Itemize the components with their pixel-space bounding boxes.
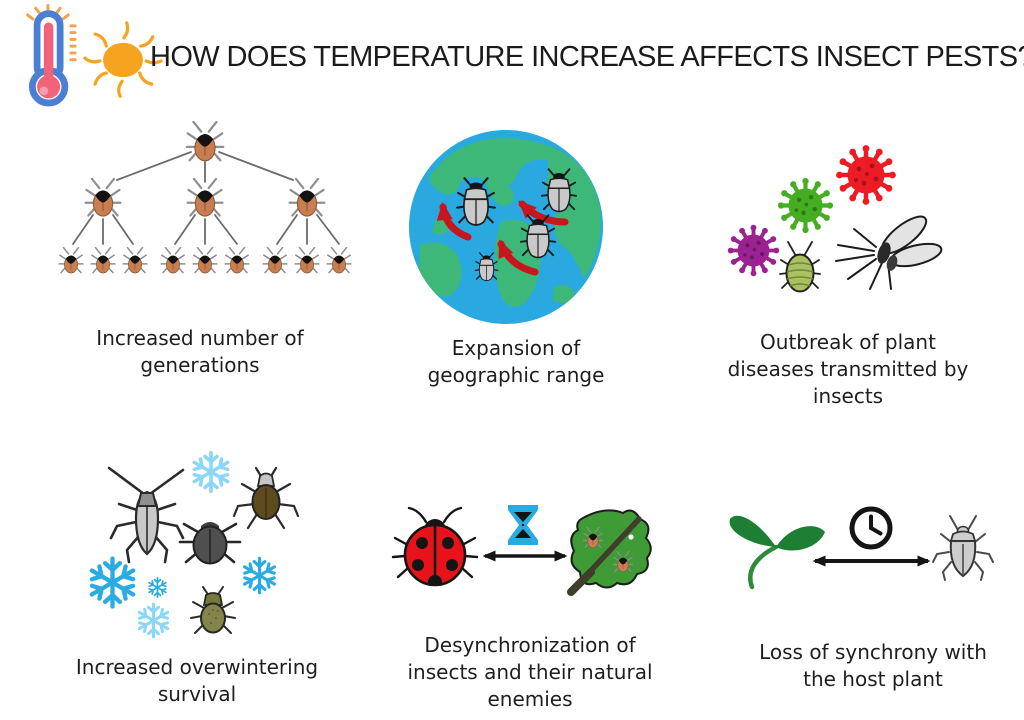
caption-geographic-range: Expansion of geographic range	[427, 336, 605, 387]
damaged-leaf-icon	[567, 509, 652, 596]
caption-disease-outbreak: Outbreak of plant diseases transmitted b…	[727, 330, 969, 408]
caption-desynchronization: Desynchronization of insects and their n…	[407, 633, 653, 711]
seedling-clock-beetle-icon	[729, 506, 994, 590]
ladybug-hourglass-leaf-icon	[391, 505, 652, 596]
olive-beetle-icon	[190, 586, 236, 634]
ladybug-icon	[391, 506, 479, 587]
dark-beetle-icon	[178, 522, 242, 565]
whitefly-icon	[835, 215, 943, 290]
aphid-icon	[779, 241, 821, 293]
sun-icon	[83, 21, 163, 98]
hourglass-icon	[508, 505, 538, 545]
caption-generations: Increased number of generations	[96, 326, 304, 377]
gray-beetle-icon	[932, 515, 994, 581]
insect-generations-tree-icon	[58, 121, 352, 274]
figure-title: HOW DOES TEMPERATURE INCREASE AFFECTS IN…	[150, 41, 1024, 73]
caption-host-plant: Loss of synchrony with the host plant	[759, 640, 987, 691]
caption-overwintering: Increased overwintering survival	[75, 655, 319, 706]
seedling-icon	[729, 515, 825, 590]
clock-icon	[849, 506, 893, 550]
beetles-snowflakes-icon	[68, 448, 300, 650]
longhorn-beetle-icon	[107, 466, 185, 564]
viruses-and-vector-insects-icon	[726, 133, 943, 293]
globe-insects-arrows-icon	[409, 130, 603, 324]
brown-beetle-icon	[232, 466, 300, 530]
thermometer-icon	[26, 4, 77, 107]
